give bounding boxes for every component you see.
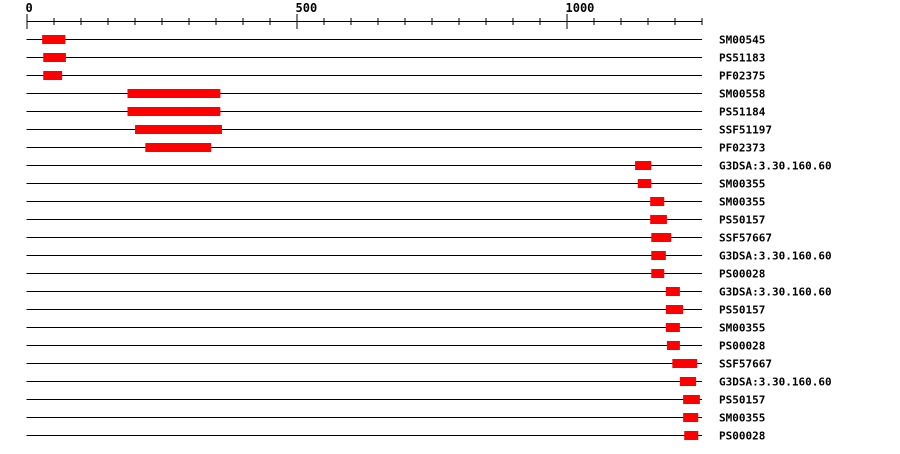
domain-label: SM00558: [719, 88, 765, 101]
tick-label: 1000: [566, 1, 595, 15]
domain-label: SM00355: [719, 178, 765, 191]
domain-label: PF02373: [719, 142, 765, 155]
domain-bar: [672, 359, 698, 368]
domain-bar: [145, 143, 212, 152]
domain-label: PS00028: [719, 430, 765, 443]
domain-label: PS50157: [719, 304, 765, 317]
domain-bar: [665, 323, 680, 332]
domain-bar: [635, 161, 652, 170]
domain-bar: [43, 71, 63, 80]
tick-label: 0: [26, 1, 33, 15]
domain-bar: [43, 53, 66, 62]
domain-label: SM00355: [719, 322, 765, 335]
domain-bar: [651, 251, 666, 260]
domain-bar: [665, 287, 680, 296]
domain-bar: [135, 125, 222, 134]
domain-label: G3DSA:3.30.160.60: [719, 250, 832, 263]
domain-label: G3DSA:3.30.160.60: [719, 376, 832, 389]
domain-label: PS00028: [719, 340, 765, 353]
domain-bar: [683, 413, 699, 422]
domain-label: SM00355: [719, 196, 765, 209]
domain-bar: [637, 179, 652, 188]
domain-bar: [650, 215, 667, 224]
domain-label: PS00028: [719, 268, 765, 281]
domain-label: PS51184: [719, 106, 766, 119]
domain-bar: [651, 233, 672, 242]
tick-label: 500: [296, 1, 318, 15]
domain-label: G3DSA:3.30.160.60: [719, 160, 832, 173]
domain-bar: [665, 305, 684, 314]
domain-bar: [651, 269, 665, 278]
domain-label: SM00545: [719, 34, 765, 47]
domain-label: PS51183: [719, 52, 765, 65]
domain-bar: [679, 377, 697, 386]
domain-label: G3DSA:3.30.160.60: [719, 286, 832, 299]
domain-bar: [666, 341, 680, 350]
domain-bar: [127, 89, 221, 98]
domain-label: SSF57667: [719, 358, 772, 371]
domain-bar: [127, 107, 221, 116]
domain-bar: [683, 395, 700, 404]
domain-bar: [42, 35, 66, 44]
domain-label: PS50157: [719, 214, 765, 227]
domain-bar: [684, 431, 699, 440]
domain-label: PS50157: [719, 394, 765, 407]
domain-label: SSF51197: [719, 124, 772, 137]
domain-label: SSF57667: [719, 232, 772, 245]
domain-label: SM00355: [719, 412, 765, 425]
domain-label: PF02375: [719, 70, 765, 83]
domain-bar: [650, 197, 665, 206]
